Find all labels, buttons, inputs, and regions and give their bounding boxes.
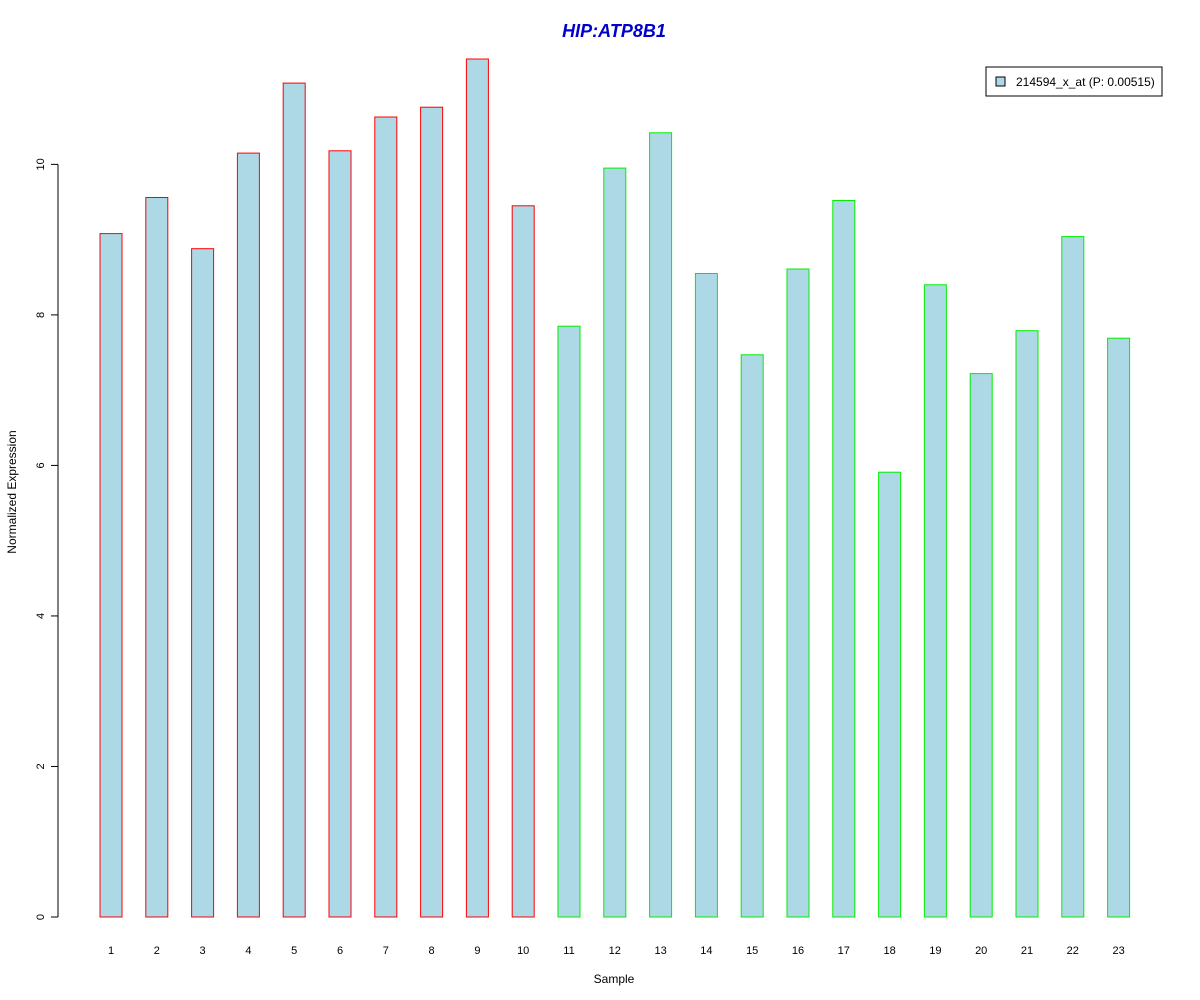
y-axis-tick-label: 0: [35, 914, 47, 920]
bar-sample-10: [511, 205, 535, 918]
bar-sample-2: [145, 197, 169, 918]
x-axis-tick-label: 17: [838, 945, 850, 957]
legend-entry-label: 214594_x_at (P: 0.00515): [1016, 75, 1155, 89]
x-axis-tick-label: 4: [245, 945, 251, 957]
bar-sample-1: [99, 233, 123, 918]
x-axis-tick-label: 7: [383, 945, 389, 957]
bar-sample-18: [878, 471, 902, 918]
x-axis-tick-label: 23: [1112, 945, 1124, 957]
x-axis-tick-label: 8: [429, 945, 435, 957]
y-axis-label: Normalized Expression: [5, 430, 19, 553]
x-axis-label: Sample: [594, 972, 635, 986]
bar-sample-9: [465, 58, 489, 918]
x-axis-tick-label: 20: [975, 945, 987, 957]
x-axis-tick-label: 10: [517, 945, 529, 957]
bar-sample-5: [282, 82, 306, 918]
y-axis-tick-label: 2: [35, 763, 47, 769]
legend-box: [985, 66, 1163, 97]
y-axis-tick-label: 8: [35, 312, 47, 318]
bar-sample-16: [786, 268, 810, 918]
legend: 214594_x_at (P: 0.00515): [985, 66, 1163, 97]
y-axis: 0 2 4 6 8 10: [35, 158, 59, 920]
legend-swatch: [995, 76, 1006, 87]
x-axis-tick-label: 13: [654, 945, 666, 957]
x-axis-tick-label: 14: [700, 945, 712, 957]
bar-sample-13: [649, 132, 673, 918]
x-axis-tick-label: 22: [1067, 945, 1079, 957]
bar-sample-23: [1107, 337, 1131, 918]
x-axis-tick-label: 21: [1021, 945, 1033, 957]
bar-sample-6: [328, 150, 352, 918]
bar-sample-4: [236, 152, 260, 918]
bar-sample-3: [191, 248, 215, 918]
bar-sample-15: [740, 354, 764, 918]
x-axis-tick-label: 5: [291, 945, 297, 957]
x-axis-tick-label: 6: [337, 945, 343, 957]
x-axis-tick-label: 12: [609, 945, 621, 957]
x-axis-tick-label: 3: [200, 945, 206, 957]
bar-sample-21: [1015, 330, 1039, 918]
bar-sample-20: [969, 373, 993, 918]
y-axis-tick-label: 10: [35, 158, 47, 170]
x-axis-tick-label: 16: [792, 945, 804, 957]
x-axis-tick-label: 15: [746, 945, 758, 957]
x-axis-tick-label: 2: [154, 945, 160, 957]
y-axis-tick-label: 6: [35, 462, 47, 468]
bar-sample-8: [420, 106, 444, 918]
bar-sample-12: [603, 167, 627, 918]
bar-sample-22: [1061, 236, 1085, 918]
x-axis-tick-labels: 1 2 3 4 5 6 7 8 9 10 11 12 13 14 15 16 17 18 19 20 21 22 23: [108, 945, 1125, 957]
bar-sample-19: [923, 284, 947, 918]
bar-sample-17: [832, 200, 856, 918]
bar-sample-7: [374, 116, 398, 918]
bar-sample-11: [557, 325, 581, 918]
x-axis-tick-label: 9: [474, 945, 480, 957]
x-axis-tick-label: 1: [108, 945, 114, 957]
chart-title: HIP:ATP8B1: [562, 21, 666, 41]
bars: [99, 58, 1131, 918]
y-axis-tick-label: 4: [35, 613, 47, 619]
x-axis-tick-label: 19: [929, 945, 941, 957]
x-axis-tick-label: 18: [883, 945, 895, 957]
x-axis-tick-label: 11: [563, 945, 574, 957]
bar-sample-14: [694, 273, 718, 918]
